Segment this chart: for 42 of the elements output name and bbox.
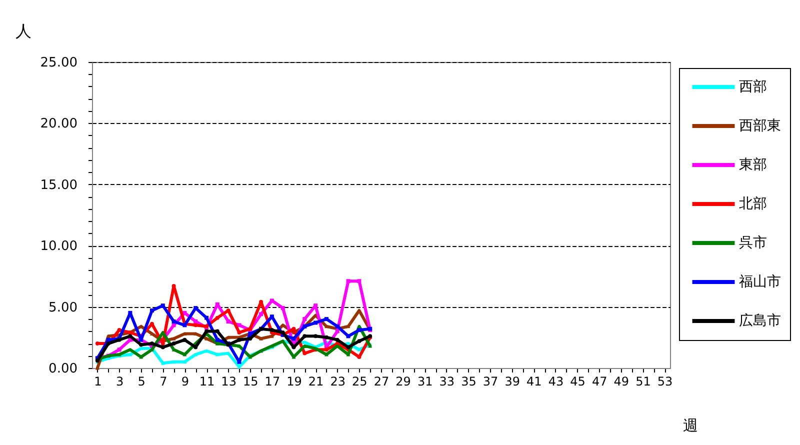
- x-tick-label: 3: [116, 374, 124, 388]
- x-tick-label: 7: [160, 374, 168, 388]
- y-axis-title: 人: [16, 22, 32, 40]
- legend-label: 広島市: [739, 313, 781, 329]
- x-tick-label: 9: [181, 374, 190, 388]
- x-tick-label: 27: [374, 374, 390, 388]
- legend-label: 西部東: [739, 118, 781, 134]
- x-tick-label: 45: [570, 374, 586, 388]
- legend-label: 福山市: [739, 274, 781, 290]
- x-tick-label: 37: [482, 374, 498, 388]
- x-tick-label: 39: [504, 374, 520, 388]
- x-tick-label: 51: [636, 374, 651, 388]
- x-tick-label: 23: [330, 374, 346, 388]
- x-tick-label: 53: [657, 374, 673, 388]
- legend-label: 呉市: [739, 235, 767, 251]
- x-tick-label: 31: [417, 374, 433, 388]
- y-tick-label: 20.00: [40, 116, 78, 132]
- x-tick-label: 47: [592, 374, 608, 388]
- x-tick-label: 19: [286, 374, 302, 388]
- y-tick-label: 5.00: [48, 300, 78, 316]
- x-tick-label: 43: [548, 374, 564, 388]
- x-tick-label: 49: [614, 374, 630, 388]
- y-tick-label: 10.00: [40, 239, 78, 254]
- legend-label: 北部: [739, 196, 767, 212]
- x-tick-label: 15: [242, 374, 258, 388]
- x-tick-label: 35: [461, 374, 476, 388]
- y-tick-label: 25.00: [40, 56, 78, 70]
- x-tick-label: 1: [94, 374, 102, 388]
- x-axis-title: 週: [683, 416, 698, 434]
- x-tick-label: 5: [138, 374, 146, 388]
- x-tick-label: 13: [221, 374, 236, 388]
- x-tick-label: 33: [439, 374, 455, 388]
- x-tick-label: 11: [199, 374, 215, 388]
- x-tick-label: 29: [396, 374, 411, 388]
- x-tick-label: 41: [526, 374, 542, 388]
- legend-label: 西部: [739, 79, 767, 95]
- y-tick-label: 15.00: [40, 178, 78, 193]
- x-tick-label: 21: [308, 374, 324, 388]
- y-tick-label: 0.00: [48, 362, 78, 376]
- x-tick-label: 17: [264, 374, 280, 388]
- legend-label: 東部: [739, 157, 767, 173]
- x-tick-label: 25: [352, 374, 368, 388]
